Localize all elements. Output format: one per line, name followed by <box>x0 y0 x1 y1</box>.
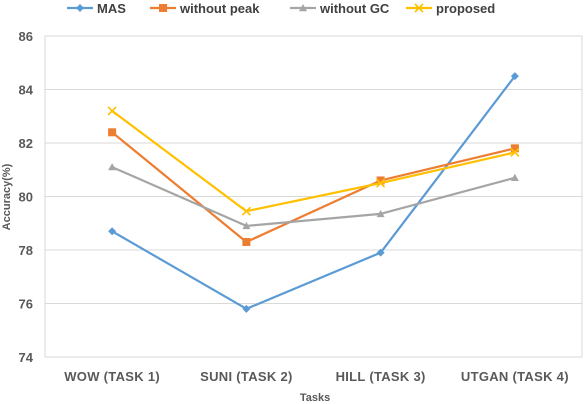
data-point <box>108 227 117 236</box>
data-point <box>376 178 386 188</box>
data-point <box>242 237 251 246</box>
legend-item: proposed <box>406 1 495 16</box>
y-tick-label: 82 <box>19 136 33 151</box>
series-group <box>107 72 520 313</box>
x-axis-label: Tasks <box>300 392 330 404</box>
legend-label: proposed <box>436 1 495 16</box>
data-point <box>76 4 84 12</box>
series-without-gc <box>108 163 519 230</box>
legend-label: MAS <box>97 1 126 16</box>
x-tick-label: SUNI (TASK 2) <box>200 369 293 384</box>
y-tick-label: 76 <box>19 297 33 312</box>
data-point <box>107 106 117 116</box>
legend-item: MAS <box>67 1 126 16</box>
series-line <box>111 131 516 244</box>
y-tick-label: 78 <box>19 243 33 258</box>
x-tick-label: HILL (TASK 3) <box>336 369 426 384</box>
legend: MAS without peak without GC proposed <box>67 1 495 16</box>
data-point <box>510 173 519 181</box>
y-tick-label: 80 <box>19 190 33 205</box>
data-point <box>108 128 117 137</box>
y-tick-label: 74 <box>19 350 34 365</box>
data-point <box>510 72 519 81</box>
y-tick-label: 84 <box>19 83 34 98</box>
series-without-peak <box>108 128 519 246</box>
data-point <box>159 4 167 12</box>
data-point <box>510 147 520 157</box>
data-point <box>376 176 385 185</box>
legend-item: without GC <box>290 1 390 16</box>
y-tick-labels: 74 76 78 80 82 84 86 <box>19 29 34 365</box>
legend-item: without peak <box>150 1 260 16</box>
series-line <box>111 166 516 228</box>
y-axis-label: Accuracy(%) <box>1 163 13 230</box>
data-point <box>414 3 424 13</box>
data-point <box>242 221 251 230</box>
data-point <box>242 304 251 313</box>
data-point <box>510 144 519 153</box>
data-point <box>376 248 385 257</box>
x-tick-labels: WOW (TASK 1) SUNI (TASK 2) HILL (TASK 3) UT… <box>64 369 569 384</box>
y-tick-label: 86 <box>19 29 33 44</box>
data-point <box>108 163 117 171</box>
data-point <box>376 209 385 218</box>
data-point <box>299 4 307 12</box>
legend-label: without peak <box>179 1 260 16</box>
series-line <box>111 110 516 213</box>
x-tick-label: UTGAN (TASK 4) <box>461 369 569 384</box>
gridlines <box>45 35 582 358</box>
series-proposed <box>107 106 520 216</box>
x-tick-label: WOW (TASK 1) <box>64 369 160 384</box>
data-point <box>241 206 251 216</box>
legend-label: without GC <box>319 1 390 16</box>
